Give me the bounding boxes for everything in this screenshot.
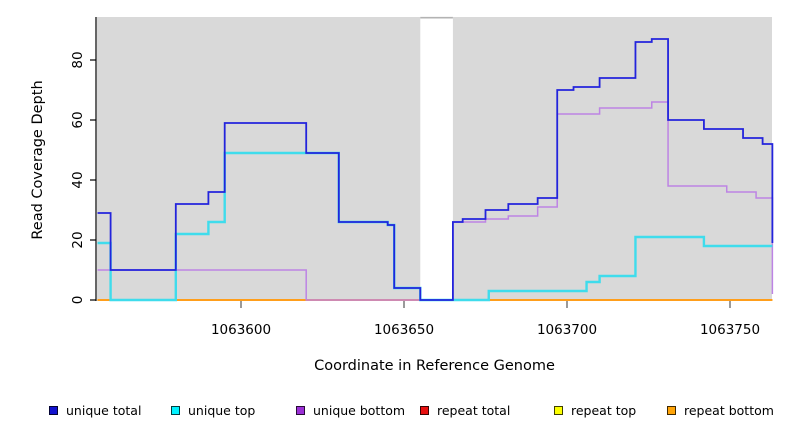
legend-item-repeat-top: repeat top xyxy=(554,401,636,419)
legend-label: repeat bottom xyxy=(684,402,774,418)
x-tick-label: 1063750 xyxy=(700,322,760,338)
legend-swatch-repeat-top xyxy=(554,405,563,415)
legend-swatch-unique-top xyxy=(171,405,180,415)
legend-swatch-repeat-total xyxy=(420,405,429,415)
x-tick-label: 1063650 xyxy=(374,322,434,338)
legend-item-unique-bottom: unique bottom xyxy=(296,401,405,419)
legend-swatch-repeat-bottom xyxy=(667,405,676,415)
x-tick-label: 1063600 xyxy=(211,322,271,338)
y-tick-label: 40 xyxy=(70,171,86,188)
coverage-gap-region xyxy=(420,16,453,302)
y-tick-label: 60 xyxy=(70,111,86,128)
legend-item-unique-top: unique top xyxy=(171,401,255,419)
legend-label: repeat top xyxy=(571,402,637,418)
legend-swatch-unique-total xyxy=(49,405,58,415)
y-tick-label: 20 xyxy=(70,231,86,248)
legend-item-unique-total: unique total xyxy=(49,401,141,419)
y-axis-title: Read Coverage Depth xyxy=(30,80,46,240)
legend-item-repeat-total: repeat total xyxy=(420,401,510,419)
legend-label: unique top xyxy=(188,402,256,418)
chart-legend: unique total unique top unique bottom repea… xyxy=(0,401,792,421)
series-line-unique-total xyxy=(97,38,774,301)
legend-label: repeat total xyxy=(437,402,511,418)
legend-label: unique total xyxy=(66,402,142,418)
y-tick-label: 0 xyxy=(70,296,86,305)
x-tick-label: 1063700 xyxy=(537,322,597,338)
y-tick-label: 80 xyxy=(70,51,86,68)
legend-swatch-unique-bottom xyxy=(296,405,305,415)
legend-item-repeat-bottom: repeat bottom xyxy=(667,401,774,419)
x-axis-title: Coordinate in Reference Genome xyxy=(314,358,555,374)
legend-label: unique bottom xyxy=(313,402,406,418)
